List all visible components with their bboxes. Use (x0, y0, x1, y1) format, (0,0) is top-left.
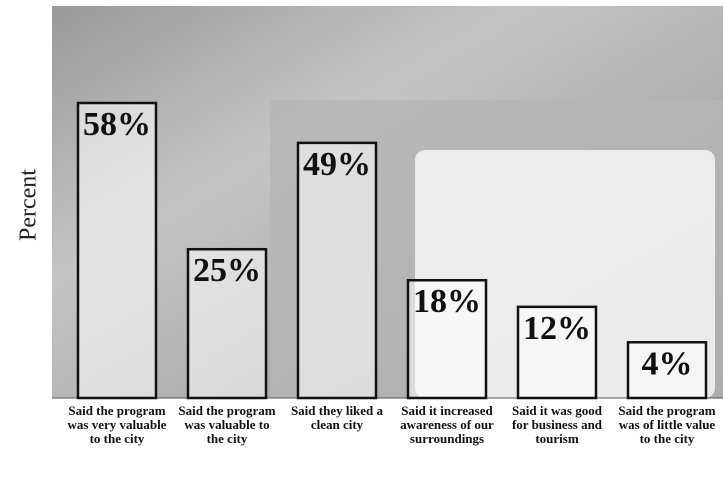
value-label: 58% (83, 106, 151, 143)
category-label: Said they liked a clean city (290, 403, 384, 432)
bar (296, 141, 378, 400)
bar (76, 101, 158, 400)
bar (516, 305, 598, 400)
value-label: 12% (523, 310, 591, 347)
bar (406, 278, 488, 400)
category-label: Said the program was of little value to … (618, 403, 716, 446)
value-label: 25% (193, 252, 261, 289)
bar (626, 341, 708, 400)
background-sign (415, 150, 715, 398)
category-label: Said it was good for business and touris… (511, 403, 603, 446)
value-label: 49% (303, 146, 371, 183)
bar (186, 247, 268, 400)
value-label: 4% (642, 345, 693, 382)
category-label: Said it increased awareness of our surro… (400, 403, 494, 446)
category-label: Said the program was valuable to the cit… (178, 403, 276, 446)
value-label: 18% (413, 283, 481, 320)
y-axis-label: Percent (16, 169, 42, 241)
category-label: Said the program was very valuable to th… (67, 403, 167, 446)
